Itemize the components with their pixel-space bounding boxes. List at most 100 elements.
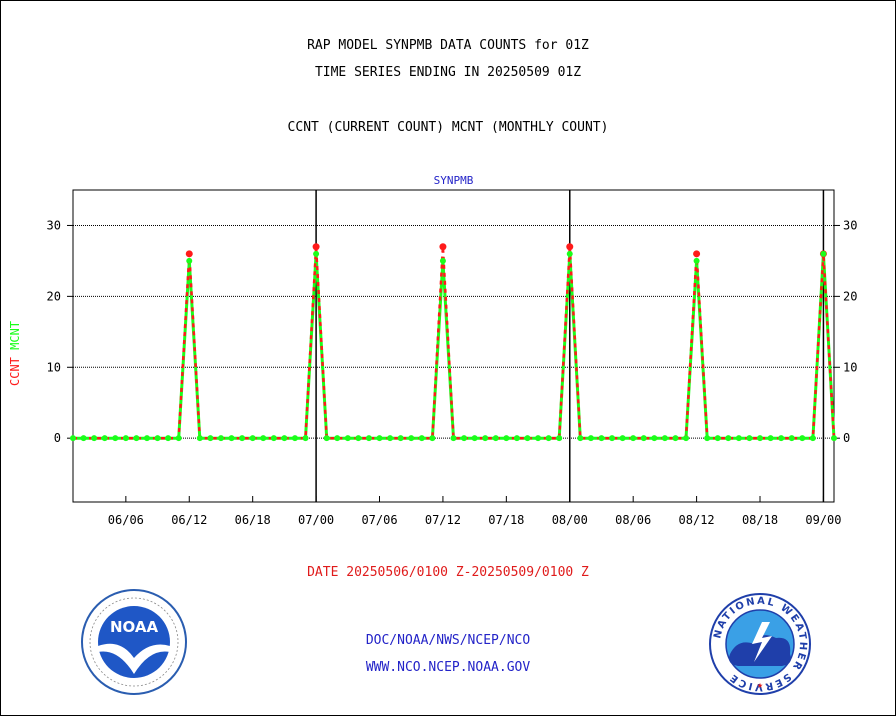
point-mcnt (281, 435, 288, 442)
point-mcnt (207, 435, 214, 442)
point-mcnt (556, 435, 563, 442)
y-axis-label-ccnt: CCNT (8, 350, 22, 386)
point-mcnt (450, 435, 457, 442)
point-mcnt (387, 435, 394, 442)
x-tick-label: 09/00 (805, 513, 841, 527)
point-mcnt (778, 435, 785, 442)
svg-text:★: ★ (757, 680, 763, 691)
series-line-mcnt (73, 253, 836, 440)
point-ccnt (185, 250, 193, 258)
date-range: DATE 20250506/0100 Z-20250509/0100 Z (307, 565, 589, 580)
org-path: DOC/NOAA/NWS/NCEP/NCO (365, 633, 531, 648)
x-tick-label: 07/00 (298, 513, 334, 527)
point-mcnt (165, 435, 172, 442)
y-tick-label: 10 (47, 360, 61, 374)
point-mcnt (820, 250, 827, 257)
website-url: WWW.NCO.NCEP.NOAA.GOV (365, 660, 531, 675)
point-mcnt (302, 435, 309, 442)
noaa-logo: NOAA (81, 589, 187, 695)
point-mcnt (714, 435, 721, 442)
point-mcnt (619, 435, 626, 442)
point-mcnt (196, 435, 203, 442)
point-mcnt (767, 435, 774, 442)
point-mcnt (746, 435, 753, 442)
point-mcnt (397, 435, 404, 442)
point-mcnt (133, 435, 140, 442)
point-mcnt (365, 435, 372, 442)
point-mcnt (482, 435, 489, 442)
x-tick-label: 08/06 (615, 513, 651, 527)
point-mcnt (91, 435, 98, 442)
plot-frame (72, 189, 835, 503)
point-mcnt (788, 435, 795, 442)
y-tick-label-right: 20 (843, 289, 857, 303)
y-tick-label-right: 30 (843, 218, 857, 232)
point-mcnt (323, 435, 330, 442)
point-mcnt (154, 435, 161, 442)
point-mcnt (249, 435, 256, 442)
point-mcnt (334, 435, 341, 442)
point-mcnt (418, 435, 425, 442)
point-mcnt (228, 435, 235, 442)
nws-logo: NATIONAL WEATHER SERVICE ★ (709, 593, 811, 695)
point-mcnt (609, 435, 616, 442)
point-mcnt (799, 435, 806, 442)
point-mcnt (439, 257, 446, 264)
point-mcnt (735, 435, 742, 442)
x-tick-label: 06/06 (108, 513, 144, 527)
point-ccnt (439, 243, 447, 251)
x-tick-label: 08/12 (679, 513, 715, 527)
point-mcnt (640, 435, 647, 442)
point-mcnt (291, 435, 298, 442)
point-mcnt (344, 435, 351, 442)
point-mcnt (376, 435, 383, 442)
point-mcnt (651, 435, 658, 442)
point-mcnt (239, 435, 246, 442)
point-mcnt (80, 435, 87, 442)
point-mcnt (831, 435, 837, 442)
point-mcnt (112, 435, 119, 442)
x-tick-label: 07/18 (488, 513, 524, 527)
point-mcnt (672, 435, 679, 442)
x-tick-label: 07/12 (425, 513, 461, 527)
point-mcnt (757, 435, 764, 442)
point-mcnt (598, 435, 605, 442)
x-tick-label: 06/18 (235, 513, 271, 527)
point-mcnt (461, 435, 468, 442)
point-ccnt (312, 243, 320, 251)
point-mcnt (429, 435, 436, 442)
plot-title: SYNPMB (434, 174, 474, 187)
point-mcnt (630, 435, 637, 442)
point-mcnt (524, 435, 531, 442)
y-tick-label-right: 10 (843, 360, 857, 374)
point-mcnt (186, 257, 193, 264)
point-mcnt (270, 435, 277, 442)
point-ccnt (566, 243, 574, 251)
point-mcnt (101, 435, 108, 442)
point-mcnt (809, 435, 816, 442)
x-tick-label: 07/06 (361, 513, 397, 527)
point-mcnt (661, 435, 668, 442)
y-tick-label: 20 (47, 289, 61, 303)
point-mcnt (408, 435, 415, 442)
point-mcnt (535, 435, 542, 442)
chart-subtitle: TIME SERIES ENDING IN 20250509 01Z (314, 65, 582, 80)
point-mcnt (545, 435, 552, 442)
point-mcnt (492, 435, 499, 442)
point-mcnt (471, 435, 478, 442)
chart-legend-description: CCNT (CURRENT COUNT) MCNT (MONTHLY COUNT… (287, 120, 609, 135)
point-mcnt (313, 250, 320, 257)
point-mcnt (513, 435, 520, 442)
noaa-logo-label: NOAA (110, 618, 159, 636)
y-tick-label-right: 0 (843, 431, 850, 445)
y-tick-label: 30 (47, 218, 61, 232)
point-mcnt (70, 435, 76, 442)
point-mcnt (577, 435, 584, 442)
point-mcnt (122, 435, 129, 442)
y-axis-label: CCNT MCNT (8, 321, 22, 386)
point-mcnt (260, 435, 267, 442)
y-tick-label: 0 (54, 431, 61, 445)
x-tick-label: 06/12 (171, 513, 207, 527)
point-mcnt (143, 435, 150, 442)
